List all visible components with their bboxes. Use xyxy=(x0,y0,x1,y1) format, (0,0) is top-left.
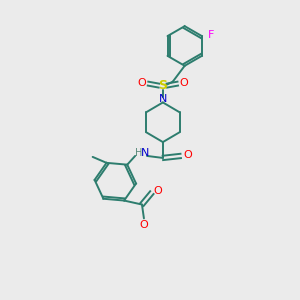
Text: H: H xyxy=(135,148,143,158)
Text: O: O xyxy=(138,78,146,88)
Text: O: O xyxy=(153,186,162,196)
Text: N: N xyxy=(141,148,149,158)
Text: F: F xyxy=(208,30,214,40)
Text: N: N xyxy=(159,94,167,104)
Text: O: O xyxy=(179,78,188,88)
Text: O: O xyxy=(140,220,148,230)
Text: S: S xyxy=(158,79,167,92)
Text: O: O xyxy=(183,150,192,160)
